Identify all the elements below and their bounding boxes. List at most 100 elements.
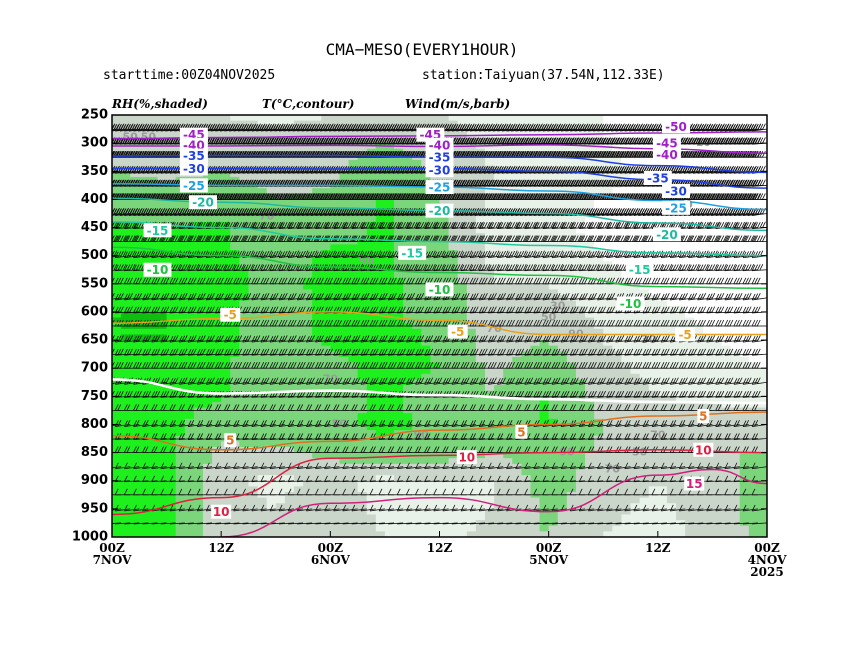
rh-cell <box>676 160 686 167</box>
rh-cell <box>248 171 259 178</box>
rh-cell <box>557 120 568 127</box>
rh-cell <box>575 452 586 459</box>
rh-cell <box>703 401 714 409</box>
rh-cell <box>375 283 386 291</box>
rh-cell <box>421 345 432 352</box>
rh-cell <box>712 497 723 504</box>
rh-cell <box>621 227 632 234</box>
rh-cell <box>312 430 322 437</box>
rh-cell <box>148 131 159 139</box>
rh-cell <box>730 385 741 392</box>
rh-cell <box>657 385 668 392</box>
rh-cell <box>430 458 441 465</box>
rh-cell <box>585 283 595 291</box>
rh-cell <box>730 328 741 336</box>
rh-cell <box>612 401 623 409</box>
rh-cell <box>648 188 659 195</box>
rh-cell <box>221 160 231 167</box>
rh-cell <box>375 458 386 465</box>
rh-cell <box>357 328 368 336</box>
rh-cell <box>630 311 641 319</box>
rh-cell <box>112 424 122 431</box>
rh-cell <box>648 373 659 381</box>
rh-cell <box>757 244 767 251</box>
rh-cell <box>575 205 586 212</box>
rh-cell <box>666 356 677 364</box>
rh-cell <box>703 205 714 212</box>
rh-cell <box>712 413 723 420</box>
rh-cell <box>730 289 741 296</box>
rh-cell <box>375 227 386 234</box>
rh-cell <box>248 345 259 352</box>
rh-cell <box>239 120 250 127</box>
rh-cell <box>603 255 613 262</box>
rh-cell <box>184 289 195 296</box>
rh-cell <box>666 300 677 307</box>
rh-cell <box>139 452 149 459</box>
rh-cell <box>166 356 177 364</box>
rh-cell <box>157 300 168 307</box>
rh-cell <box>284 115 295 122</box>
rh-cell <box>248 283 259 291</box>
rh-cell <box>666 289 677 296</box>
rh-cell <box>166 413 177 420</box>
rh-cell <box>112 199 122 206</box>
rh-cell <box>212 368 222 375</box>
rh-cell <box>676 373 686 381</box>
rh-cell <box>212 255 222 262</box>
rh-cell <box>266 171 277 178</box>
rh-cell <box>439 272 450 279</box>
rh-cell <box>739 396 750 403</box>
rh-cell <box>375 441 386 448</box>
rh-cell <box>503 272 513 279</box>
rh-cell <box>339 424 350 431</box>
rh-cell <box>257 188 268 195</box>
rh-cell <box>230 188 240 195</box>
rh-cell <box>757 340 767 347</box>
rh-cell <box>394 441 404 448</box>
rh-cell <box>184 300 195 307</box>
rh-cell <box>275 244 286 251</box>
rh-cell <box>676 317 686 324</box>
rh-cell <box>384 131 395 139</box>
rh-cell <box>394 216 404 223</box>
rh-cell <box>539 497 550 504</box>
rh-cell <box>375 401 386 409</box>
rh-cell <box>221 396 231 403</box>
rh-cell <box>548 413 559 420</box>
rh-cell <box>321 171 331 178</box>
rh-cell <box>275 216 286 223</box>
rh-cell <box>494 469 504 476</box>
rh-cell <box>248 300 259 307</box>
rh-cell <box>585 300 595 307</box>
rh-cell <box>157 328 168 336</box>
rh-cell <box>712 311 723 319</box>
rh-cell <box>494 373 504 381</box>
rh-cell <box>430 244 441 251</box>
rh-cell <box>284 199 295 206</box>
rh-cell <box>739 120 750 127</box>
rh-cell <box>739 317 750 324</box>
rh-cell <box>384 396 395 403</box>
rh-cell <box>494 340 504 347</box>
rh-cell <box>357 199 368 206</box>
rh-cell <box>630 317 641 324</box>
rh-cell <box>239 345 250 352</box>
rh-cell <box>357 469 368 476</box>
rh-cell <box>739 334 750 341</box>
rh-cell <box>403 368 413 375</box>
rh-cell <box>139 311 149 319</box>
rh-cell <box>730 345 741 352</box>
rh-cell <box>694 165 704 172</box>
rh-cell <box>139 255 149 262</box>
rh-cell <box>202 283 213 291</box>
rh-cell <box>139 385 149 392</box>
rh-cell <box>566 334 577 341</box>
rh-cell <box>248 328 259 336</box>
rh-cell <box>557 458 568 465</box>
rh-cell <box>639 205 650 212</box>
rh-cell <box>148 311 159 319</box>
rh-cell <box>503 317 513 324</box>
rh-cell <box>212 334 222 341</box>
rh-cell <box>439 244 450 251</box>
